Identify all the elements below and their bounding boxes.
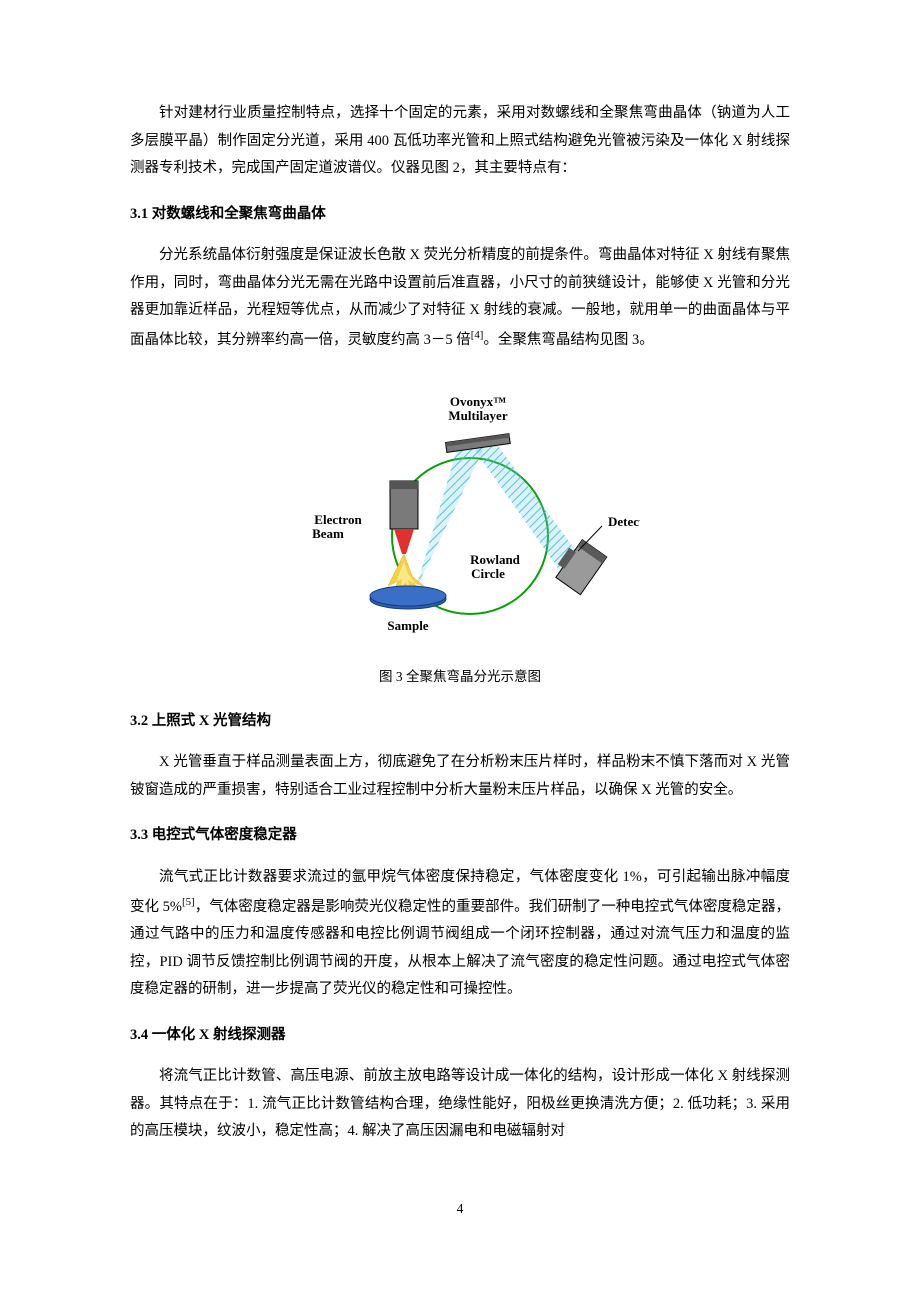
para-3-4: 将流气正比计数管、高压电源、前放主放电路等设计成一体化的结构，设计形成一体化 X… (130, 1063, 790, 1146)
intro-paragraph: 针对建材行业质量控制特点，选择十个固定的元素，采用对数螺线和全聚焦弯曲晶体（钠道… (130, 100, 790, 183)
electron-source (390, 481, 418, 554)
label-multilayer-2: Multilayer (448, 408, 507, 423)
label-electron-2: Beam (312, 526, 344, 541)
label-multilayer-1: Ovonyx™ (450, 394, 506, 409)
page-number: 4 (130, 1196, 790, 1222)
label-detector: Detector (608, 514, 640, 529)
heading-3-4: 3.4 一体化 X 射线探测器 (130, 1022, 790, 1050)
figure-3-caption: 图 3 全聚焦弯晶分光示意图 (130, 664, 790, 690)
sample-disc-top (370, 586, 446, 606)
figure-3: Ovonyx™ Multilayer Electron Beam Detecto… (130, 386, 790, 690)
label-rowland-1: Rowland (470, 552, 521, 567)
heading-3-1: 3.1 对数螺线和全聚焦弯曲晶体 (130, 201, 790, 229)
heading-3-3: 3.3 电控式气体密度稳定器 (130, 822, 790, 850)
page-container: 针对建材行业质量控制特点，选择十个固定的元素，采用对数螺线和全聚焦弯曲晶体（钠道… (0, 0, 920, 1281)
label-electron-1: Electron (314, 512, 362, 527)
figure-3-diagram: Ovonyx™ Multilayer Electron Beam Detecto… (280, 386, 640, 646)
heading-3-2: 3.2 上照式 X 光管结构 (130, 708, 790, 736)
label-rowland-2: Circle (471, 566, 505, 581)
label-sample: Sample (387, 618, 428, 633)
para-3-1: 分光系统晶体衍射强度是保证波长色散 X 荧光分析精度的前提条件。弯曲晶体对特征 … (130, 242, 790, 354)
para-3-2: X 光管垂直于样品测量表面上方，彻底避免了在分析粉末压片样时，样品粉末不慎下落而… (130, 749, 790, 804)
para-3-3: 流气式正比计数器要求流过的氩甲烷气体密度保持稳定，气体密度变化 1%，可引起输出… (130, 864, 790, 1004)
